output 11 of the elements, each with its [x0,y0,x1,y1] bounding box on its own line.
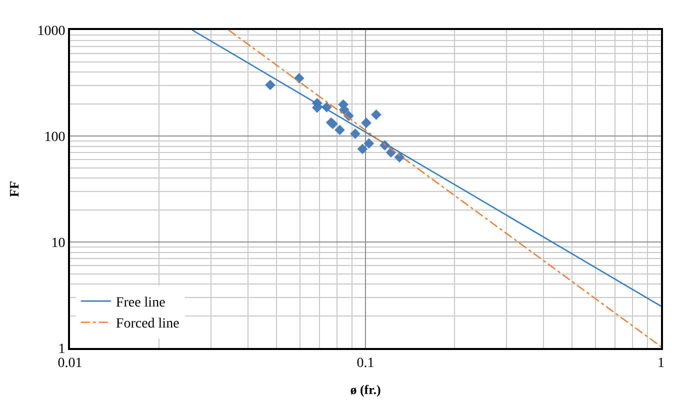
x-axis-title: ø (fr.) [350,382,381,397]
x-tick-label: 1 [658,356,664,371]
y-tick-label: 1000 [37,24,66,39]
y-axis-title: FF [6,181,22,197]
legend-label: Free line [116,296,166,311]
legend-label: Forced line [116,316,180,332]
y-tick-label: 10 [51,236,66,251]
x-tick-label: 0.01 [58,356,82,371]
y-tick-label: 1 [58,342,66,357]
y-tick-label: 100 [44,130,66,145]
x-tick-label: 0.1 [356,356,374,371]
